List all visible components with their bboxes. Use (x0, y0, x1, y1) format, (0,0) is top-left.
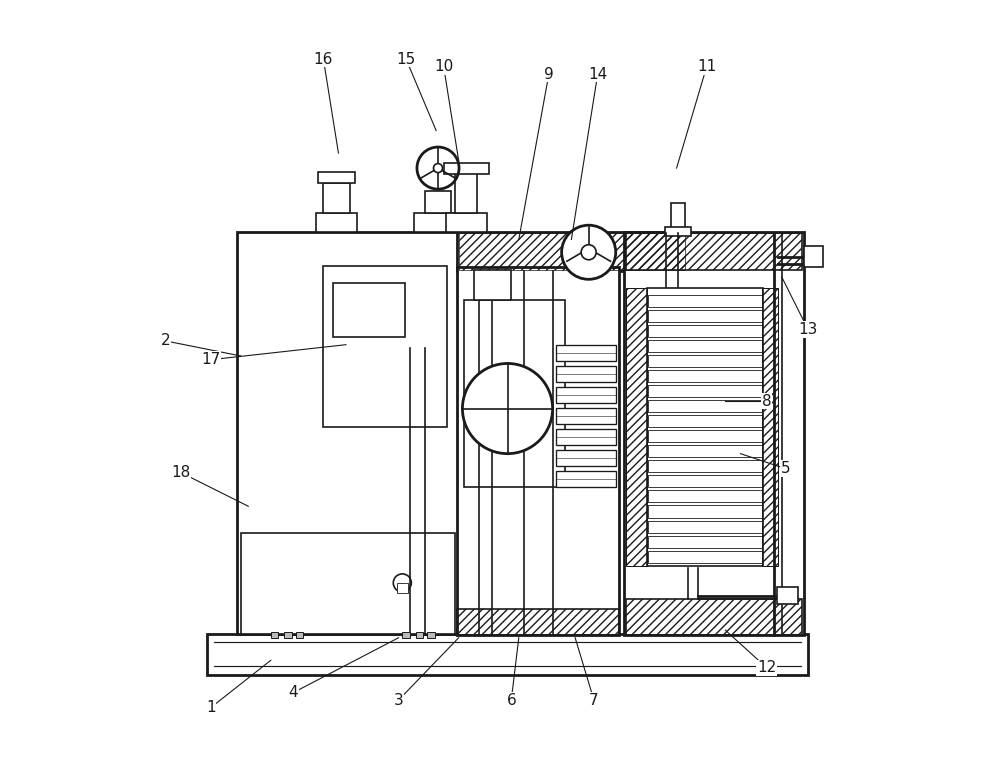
Bar (444, 163, 489, 174)
Bar (648, 400, 762, 413)
Bar (762, 288, 778, 566)
Bar (427, 632, 435, 637)
Text: 5: 5 (781, 461, 790, 476)
Circle shape (581, 245, 596, 260)
Text: 2: 2 (161, 333, 170, 348)
Text: 18: 18 (171, 465, 190, 480)
Text: 4: 4 (289, 685, 298, 700)
Text: 16: 16 (314, 51, 333, 67)
Bar (457, 609, 619, 635)
Bar (323, 266, 447, 428)
Text: 15: 15 (396, 51, 416, 67)
Bar (648, 550, 762, 562)
Bar (446, 213, 487, 232)
Text: 14: 14 (588, 67, 607, 82)
Text: 12: 12 (757, 660, 776, 675)
Bar (207, 634, 808, 675)
Bar (671, 204, 685, 233)
Bar (464, 300, 565, 488)
Bar (416, 632, 423, 637)
Bar (402, 632, 410, 637)
Bar (556, 366, 616, 382)
Bar (296, 632, 303, 637)
Bar (624, 232, 804, 635)
Bar (648, 445, 762, 457)
Text: 9: 9 (544, 67, 554, 82)
Text: 7: 7 (589, 693, 599, 708)
Circle shape (433, 164, 443, 173)
Bar (648, 355, 762, 367)
Bar (474, 269, 511, 300)
Bar (425, 191, 451, 213)
Text: 6: 6 (506, 693, 516, 708)
Bar (648, 521, 762, 532)
Bar (414, 213, 462, 232)
Bar (665, 226, 691, 235)
Bar (648, 535, 762, 547)
Bar (316, 213, 357, 232)
Bar (333, 283, 405, 337)
Bar (648, 506, 762, 518)
Bar (648, 295, 762, 307)
Bar (457, 232, 686, 271)
Bar (556, 408, 616, 425)
Text: 1: 1 (206, 700, 216, 715)
Bar (648, 326, 762, 337)
Bar (457, 267, 619, 635)
Bar (556, 387, 616, 403)
Bar (397, 583, 408, 593)
Bar (271, 632, 278, 637)
Bar (648, 491, 762, 503)
Bar (323, 183, 350, 213)
Bar (318, 172, 355, 183)
Bar (626, 288, 647, 566)
Text: 11: 11 (697, 59, 716, 74)
Circle shape (462, 363, 553, 453)
Bar (648, 385, 762, 397)
Bar (804, 246, 823, 267)
Circle shape (562, 225, 616, 279)
Bar (284, 632, 292, 637)
Bar (455, 172, 477, 213)
Bar (647, 288, 763, 566)
Text: 13: 13 (798, 322, 818, 337)
Bar (556, 344, 616, 361)
Bar (648, 475, 762, 488)
Bar (556, 450, 616, 466)
Bar (648, 416, 762, 428)
Bar (556, 429, 616, 445)
Bar (241, 532, 455, 634)
Text: 17: 17 (201, 352, 220, 367)
Text: 3: 3 (394, 693, 403, 708)
Bar (648, 430, 762, 442)
Bar (237, 232, 459, 634)
Bar (626, 600, 802, 635)
Bar (648, 370, 762, 382)
Bar (556, 471, 616, 488)
Bar (648, 460, 762, 472)
Bar (648, 310, 762, 322)
Text: 10: 10 (434, 59, 453, 74)
Bar (459, 233, 685, 269)
Text: 8: 8 (762, 394, 772, 409)
Bar (777, 587, 798, 604)
Bar (648, 340, 762, 352)
Bar (626, 233, 802, 269)
